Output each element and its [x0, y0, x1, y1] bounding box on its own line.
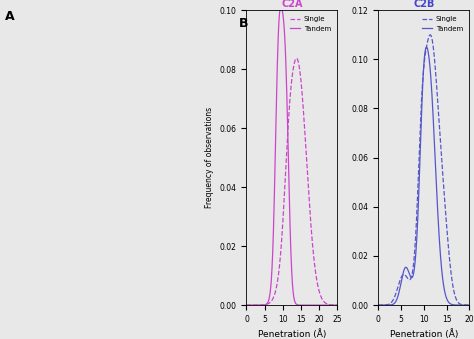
Tandem	[375, 303, 381, 307]
Tandem	[335, 303, 340, 307]
Line: Single: Single	[378, 35, 469, 305]
Text: A: A	[5, 10, 14, 23]
X-axis label: Penetration (Å): Penetration (Å)	[258, 330, 326, 339]
Single	[319, 295, 324, 299]
Y-axis label: Frequency of observations: Frequency of observations	[205, 107, 214, 208]
Tandem	[419, 112, 424, 116]
Tandem	[293, 302, 299, 306]
Tandem	[430, 105, 436, 109]
Tandem	[466, 303, 472, 307]
Tandem	[419, 98, 425, 102]
Tandem	[244, 303, 249, 307]
Tandem	[278, 4, 284, 8]
Tandem	[319, 303, 324, 307]
Tandem	[333, 303, 338, 307]
Tandem	[288, 235, 293, 239]
Title: C2B: C2B	[413, 0, 435, 9]
Single	[298, 77, 304, 81]
Single	[375, 303, 381, 307]
Single	[287, 101, 292, 105]
Tandem	[287, 216, 292, 220]
Single	[294, 56, 300, 60]
Tandem	[425, 48, 430, 52]
Single	[335, 303, 340, 307]
Single	[465, 303, 470, 307]
X-axis label: Penetration (Å): Penetration (Å)	[390, 330, 458, 339]
Single	[333, 303, 338, 307]
Single	[430, 40, 436, 44]
Single	[293, 57, 299, 61]
Single	[466, 303, 472, 307]
Line: Tandem: Tandem	[378, 47, 469, 305]
Single	[450, 285, 456, 289]
Single	[425, 40, 430, 44]
Line: Tandem: Tandem	[246, 6, 337, 305]
Single	[428, 33, 433, 37]
Line: Single: Single	[246, 58, 337, 305]
Title: C2A: C2A	[281, 0, 303, 9]
Text: B: B	[239, 17, 249, 30]
Single	[244, 303, 249, 307]
Tandem	[465, 303, 470, 307]
Single	[419, 98, 424, 102]
Tandem	[450, 303, 456, 307]
Tandem	[424, 45, 429, 49]
Legend: Single, Tandem: Single, Tandem	[287, 14, 334, 35]
Tandem	[298, 303, 304, 307]
Single	[419, 88, 425, 93]
Legend: Single, Tandem: Single, Tandem	[419, 14, 466, 35]
Single	[287, 94, 293, 98]
